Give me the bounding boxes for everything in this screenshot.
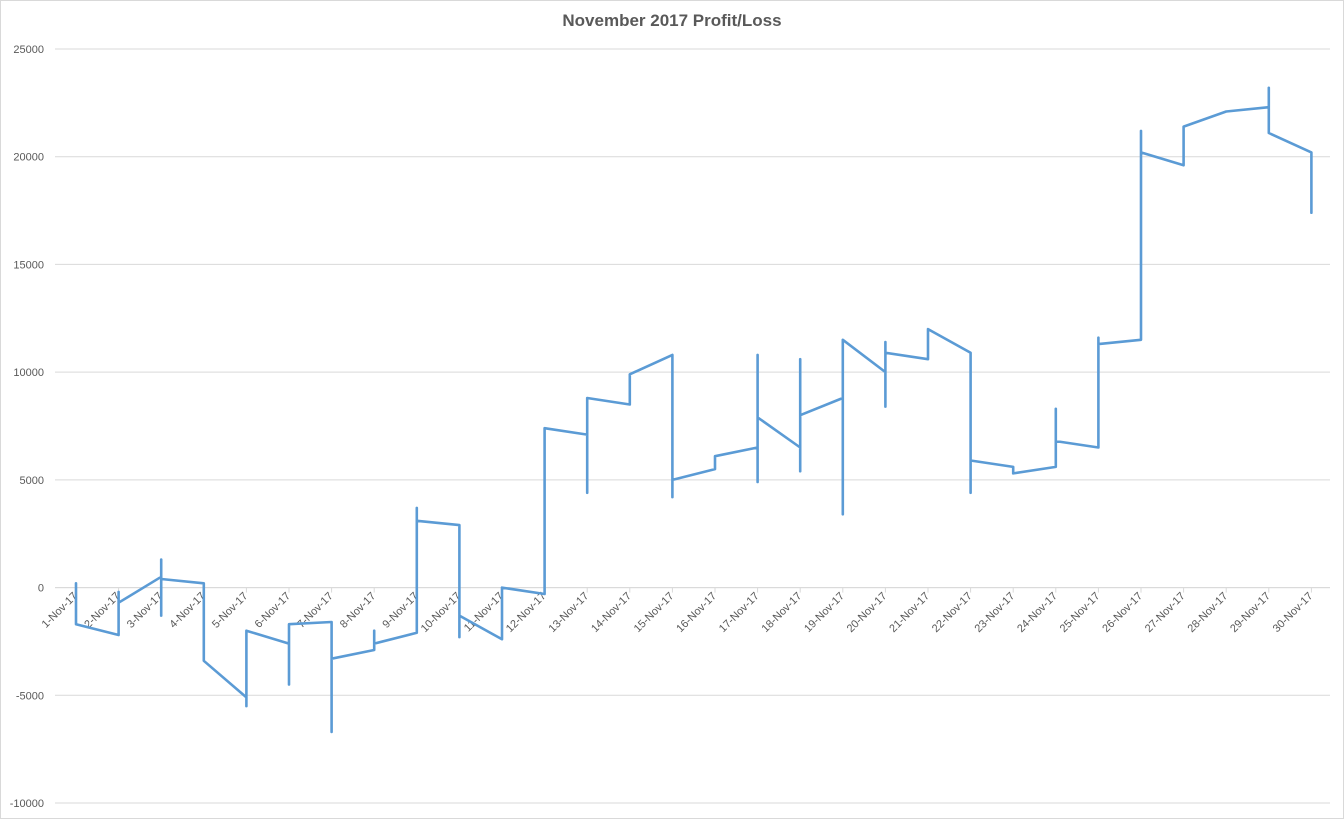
x-tick-label: 15-Nov-17 <box>632 590 677 635</box>
x-tick-label: 21-Nov-17 <box>887 590 932 635</box>
x-axis: 1-Nov-17 2-Nov-17 3-Nov-17 4-Nov-17 5-Nov-17… <box>40 587 1330 635</box>
x-tick-label: 11-Nov-17 <box>462 590 506 634</box>
series <box>74 86 1313 734</box>
y-tick-label: 0 <box>38 583 44 595</box>
x-tick-label: 4-Nov-17 <box>167 590 207 630</box>
x-tick-label: 5-Nov-17 <box>210 590 250 630</box>
chart-title: November 2017 Profit/Loss <box>562 11 782 30</box>
x-tick-label: 24-Nov-17 <box>1015 590 1060 635</box>
x-tick-label: 9-Nov-17 <box>380 590 420 630</box>
x-tick-label: 2-Nov-17 <box>82 590 122 630</box>
x-tick-label: 8-Nov-17 <box>338 590 378 630</box>
x-tick-label: 17-Nov-17 <box>717 590 762 635</box>
x-tick-label: 29-Nov-17 <box>1228 590 1273 635</box>
x-tick-label: 19-Nov-17 <box>802 590 847 635</box>
x-tick-label: 25-Nov-17 <box>1058 590 1103 635</box>
profit-loss-line <box>74 86 1313 734</box>
x-tick-label: 30-Nov-17 <box>1271 590 1316 635</box>
y-tick-label: 5000 <box>20 475 44 487</box>
x-tick-label: 27-Nov-17 <box>1143 590 1188 635</box>
x-tick-label: 14-Nov-17 <box>589 590 634 635</box>
x-tick-label: 6-Nov-17 <box>253 590 293 630</box>
y-tick-label: -5000 <box>16 690 44 702</box>
x-tick-label: 1-Nov-17 <box>40 590 80 630</box>
y-tick-label: 25000 <box>13 44 44 56</box>
x-tick-label: 10-Nov-17 <box>419 590 464 635</box>
x-tick-label: 20-Nov-17 <box>845 590 890 635</box>
x-tick-label: 28-Nov-17 <box>1186 590 1231 635</box>
x-tick-label: 18-Nov-17 <box>760 590 805 635</box>
x-tick-label: 12-Nov-17 <box>504 590 549 635</box>
x-tick-label: 23-Nov-17 <box>973 590 1018 635</box>
y-axis-ticks: 25000 20000 15000 10000 5000 0 -5000 -10000 <box>10 44 44 810</box>
x-tick-label: 13-Nov-17 <box>547 590 592 635</box>
y-tick-label: 15000 <box>13 259 44 271</box>
y-tick-label: -10000 <box>10 798 44 810</box>
y-tick-label: 20000 <box>13 152 44 164</box>
x-tick-label: 26-Nov-17 <box>1100 590 1145 635</box>
x-tick-label: 16-Nov-17 <box>674 590 719 635</box>
y-tick-label: 10000 <box>13 367 44 379</box>
x-tick-label: 22-Nov-17 <box>930 590 975 635</box>
